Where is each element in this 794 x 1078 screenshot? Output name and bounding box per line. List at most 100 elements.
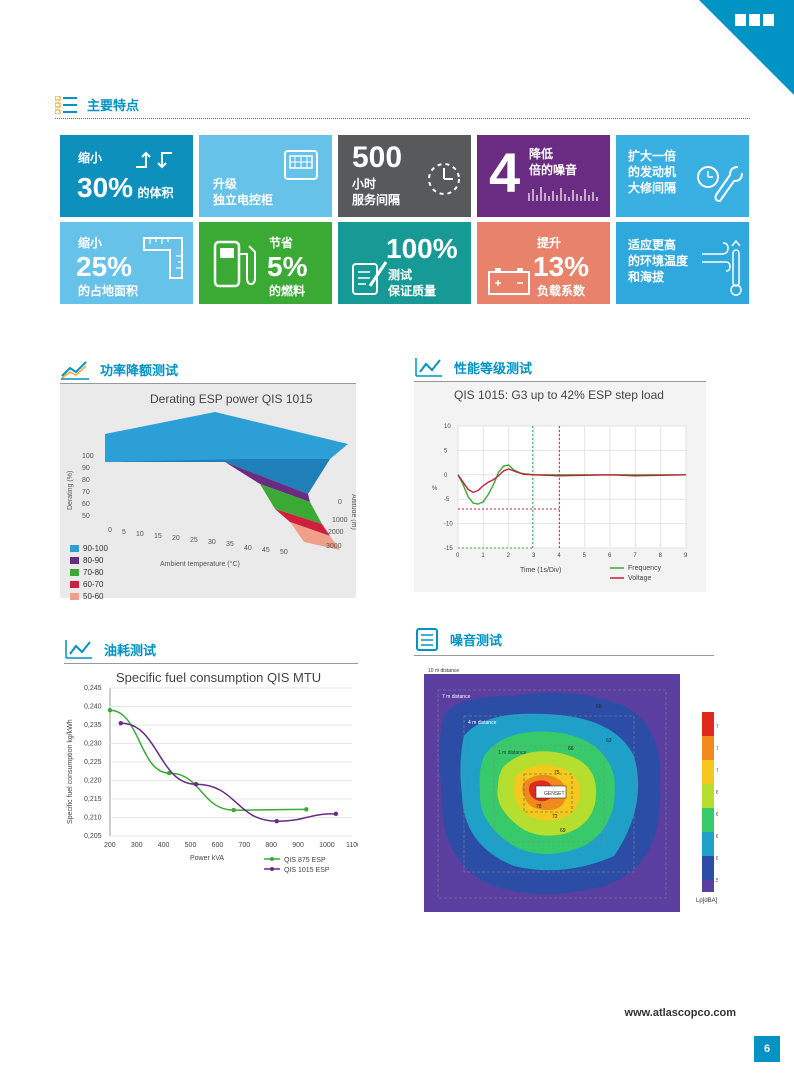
wind-thermometer-icon xyxy=(702,240,742,296)
contour-label: 63 xyxy=(606,738,612,744)
svg-text:45: 45 xyxy=(262,547,270,554)
legend-label: QIS 1015 ESP xyxy=(284,867,330,874)
tile-control-cabinet: 升级 独立电控柜 xyxy=(199,135,332,217)
data-point xyxy=(107,708,113,713)
fuel-consumption-chart: 0,245 0,240 0,235 0,230 0,225 0,220 0,215 0,210… xyxy=(67,685,358,874)
tile-line1: 升级 xyxy=(213,177,238,191)
colorbar-tick: 66 xyxy=(716,812,718,818)
svg-text:0: 0 xyxy=(108,527,112,534)
tile-fuel-saving: 节省 5% 的燃料 xyxy=(199,222,332,304)
brand-logo-icon xyxy=(735,14,774,26)
x-tick-label: 0 xyxy=(456,553,460,559)
tile-line1: 扩大一倍 xyxy=(628,149,677,163)
svg-text:Altitude (m): Altitude (m) xyxy=(350,494,356,530)
y-tick-label: 0,225 xyxy=(84,759,102,766)
tile-line1: 适应更高 xyxy=(628,238,677,252)
y-tick-label: 0,245 xyxy=(84,685,102,692)
x-tick-label: 6 xyxy=(608,553,612,559)
y-tick-label: 0,230 xyxy=(84,741,102,748)
svg-text:Derating (%): Derating (%) xyxy=(67,471,74,510)
y-tick-label: 0,205 xyxy=(84,833,102,840)
x-tick-label: 300 xyxy=(131,842,143,849)
chart-title: QIS 1015: G3 up to 42% ESP step load xyxy=(454,388,664,402)
y-tick-label: 5 xyxy=(444,448,448,454)
annotation-1m: 1 m distance xyxy=(498,750,527,756)
x-axis-label: Time (1s/Div) xyxy=(520,567,561,574)
tile-line2: 的环境温度 xyxy=(628,254,689,268)
svg-text:10: 10 xyxy=(136,531,144,538)
legend-item: 80-90 xyxy=(70,554,108,566)
y-tick-label: -10 xyxy=(444,522,453,528)
x-tick-label: 3 xyxy=(532,553,536,559)
tile-line1: 降低 xyxy=(529,147,554,161)
colorbar-tick: 75 xyxy=(716,746,718,752)
x-tick-label: 1 xyxy=(481,553,485,559)
tile-line2: 服务间隔 xyxy=(352,193,401,207)
svg-text:25: 25 xyxy=(190,537,198,544)
tile-top-text: 缩小 xyxy=(78,151,103,165)
y-axis-label: % xyxy=(432,486,438,492)
svg-text:0: 0 xyxy=(338,499,342,506)
panel-title: 功率降额测试 xyxy=(100,362,179,378)
legend-label: QIS 875 ESP xyxy=(284,857,326,864)
contour-label: 60 xyxy=(596,704,602,710)
legend-item: 60-70 xyxy=(70,578,108,590)
derating-chart: Derating ESP power QIS 1015 100 90 80 70 60 5… xyxy=(60,384,356,601)
plot-area xyxy=(457,425,687,549)
y-tick-label: 10 xyxy=(444,424,451,430)
y-tick-label: 0,235 xyxy=(84,722,102,729)
y-tick-label: 0,210 xyxy=(84,815,102,822)
svg-text:80: 80 xyxy=(82,477,90,484)
panel-header: 噪音测试 xyxy=(414,626,714,656)
contour-label: 66 xyxy=(568,746,574,752)
legend-item: 70-80 xyxy=(70,566,108,578)
annotation-4m: 4 m distance xyxy=(468,720,497,726)
wrench-clock-icon xyxy=(697,166,743,203)
tile-overhaul-interval: 扩大一倍 的发动机 大修间隔 xyxy=(616,135,749,217)
svg-text:5: 5 xyxy=(122,529,126,536)
tile-line1: 测试 xyxy=(388,268,413,282)
tile-line2: 保证质量 xyxy=(388,284,437,298)
data-point xyxy=(193,782,199,787)
contour-label: 72 xyxy=(552,814,558,820)
checklist-pen-icon xyxy=(352,261,388,295)
chart-legend: 90-100 80-90 70-80 60-70 50-60 xyxy=(70,542,108,602)
x-tick-label: 500 xyxy=(185,842,197,849)
control-panel-icon xyxy=(284,150,318,180)
colorbar-tick: 72 xyxy=(716,768,718,774)
footer-url[interactable]: www.atlascopco.com xyxy=(624,1007,736,1019)
x-tick-label: 5 xyxy=(583,553,587,559)
x-tick-label: 400 xyxy=(158,842,170,849)
svg-text:90: 90 xyxy=(82,465,90,472)
trend-chart-icon xyxy=(65,640,92,659)
tile-line2: 独立电控柜 xyxy=(213,193,274,207)
tile-value: 30% xyxy=(77,172,134,203)
svg-text:15: 15 xyxy=(154,533,162,540)
panel-title: 噪音测试 xyxy=(450,632,503,648)
y-tick-label: 0,240 xyxy=(84,704,102,711)
contour-label: 75 xyxy=(554,770,560,776)
panel-title: 油耗测试 xyxy=(104,642,157,658)
section-title: 主要特点 xyxy=(87,98,140,113)
tile-bottom-text: 的燃料 xyxy=(269,284,306,298)
ruler-icon xyxy=(143,237,183,279)
performance-panel: 性能等级测试 QIS 1015: G3 up to 42% ESP step l… xyxy=(414,356,706,592)
y-tick-label: 0 xyxy=(444,473,448,479)
tile-line3: 和海拔 xyxy=(628,270,665,284)
panel-header: 性能等级测试 xyxy=(414,356,706,382)
x-tick-label: 8 xyxy=(659,553,663,559)
clipboard-icon xyxy=(416,628,438,651)
tile-value: 100% xyxy=(386,233,458,264)
corner-triangle xyxy=(699,0,794,95)
tile-value: 25% xyxy=(76,251,133,282)
legend-item: 50-60 xyxy=(70,590,108,602)
x-tick-label: 7 xyxy=(633,553,637,559)
colorbar-tick: 60 xyxy=(716,856,718,862)
tile-value: 4 xyxy=(489,141,521,204)
line-chart-icon xyxy=(61,361,89,380)
colorbar-tick: 78 xyxy=(716,724,718,730)
tile-line1: 小时 xyxy=(352,177,377,191)
annotation-10m: 10 m distance xyxy=(428,668,459,674)
legend-swatch xyxy=(270,867,274,871)
tile-top-text: 缩小 xyxy=(78,236,103,250)
